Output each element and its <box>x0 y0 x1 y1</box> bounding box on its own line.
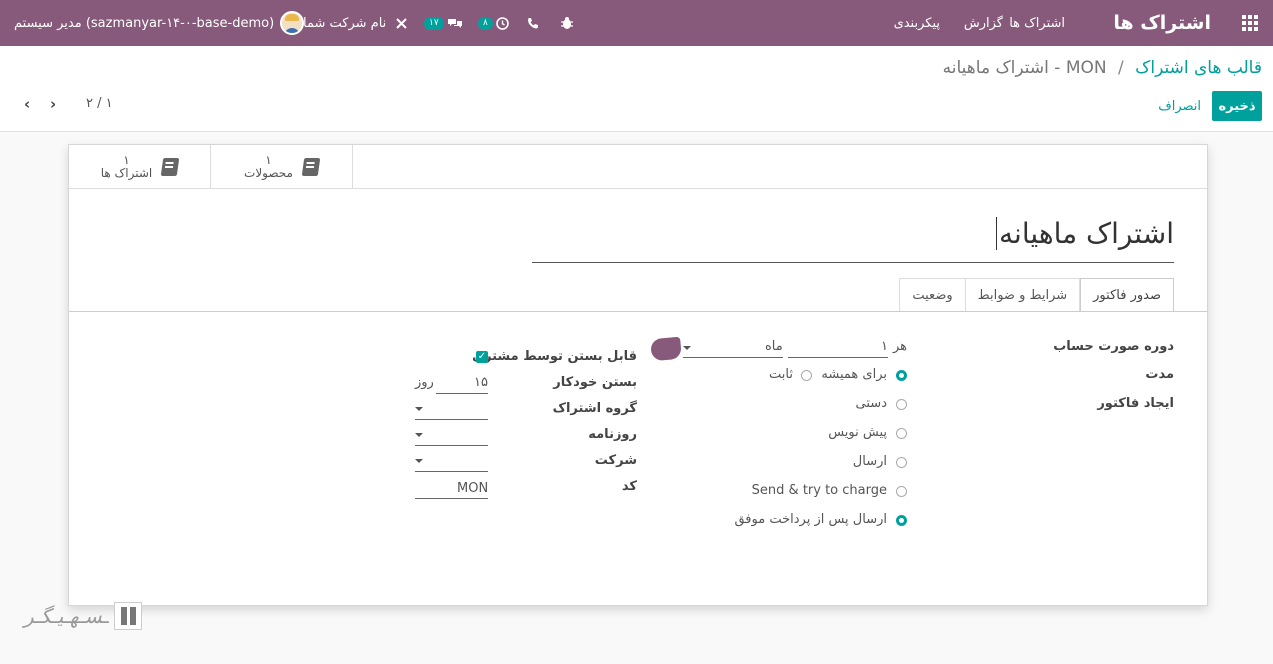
book-icon <box>160 157 180 176</box>
journal-select[interactable] <box>415 445 488 446</box>
period-unit[interactable]: ماه <box>765 339 783 354</box>
chevron-down-icon <box>683 346 691 350</box>
tools-icon[interactable] <box>395 0 408 46</box>
pager-next-icon[interactable]: › <box>50 95 57 113</box>
avatar <box>280 11 305 35</box>
auto-close-field[interactable] <box>436 393 488 394</box>
invoice-charge-radio[interactable] <box>896 486 907 497</box>
period-unit-select[interactable] <box>683 357 783 358</box>
stat-text: ۱ محصولات <box>244 152 293 180</box>
period-value[interactable]: ۱ <box>881 339 888 354</box>
label-duration: مدت <box>1145 367 1174 382</box>
invoice-send-label: ارسال <box>852 454 887 469</box>
page-title[interactable]: اشتراک ماهیانه <box>996 217 1174 250</box>
messages-chat-icon[interactable]: ۱۷ <box>424 0 463 46</box>
stat-button-box: ۱ اشتراک ها ۱ محصولات <box>69 145 1207 189</box>
chevron-down-icon <box>415 459 423 463</box>
label-journal: روزنامه <box>588 427 637 442</box>
stat-text: ۱ اشتراک ها <box>100 152 153 180</box>
breadcrumb: قالب های اشتراک / MON - اشتراک ماهیانه <box>943 58 1262 78</box>
code-value[interactable]: MON <box>457 481 489 496</box>
invoice-manual-radio[interactable] <box>896 399 907 410</box>
menu-subscriptions[interactable]: اشتراک ها <box>1009 15 1065 31</box>
company-select[interactable] <box>415 471 488 472</box>
company-switcher[interactable]: نام شرکت شما <box>303 15 387 31</box>
top-navbar: اشتراک ها اشتراک ها گزارش پیکربندی ۸ ۱۷ … <box>0 0 1273 46</box>
breadcrumb-separator: / <box>1118 58 1124 78</box>
subscription-group-select[interactable] <box>415 419 488 420</box>
user-menu[interactable]: مدیر سیستم (sazmanyar-۱۴-۰-base-demo) <box>14 0 305 46</box>
debug-bug-icon[interactable] <box>560 0 574 46</box>
closable-checkbox[interactable]: ✓ <box>476 351 488 363</box>
tab-terms[interactable]: شرایط و ضوابط <box>964 278 1081 311</box>
cursor-blob-icon <box>650 336 682 362</box>
duration-fixed-label: ثابت <box>769 367 793 382</box>
products-stat-button[interactable]: ۱ محصولات <box>211 145 353 188</box>
menu-reporting[interactable]: گزارش <box>963 15 1003 31</box>
label-subscription-group: گروه اشتراک <box>552 401 637 416</box>
invoice-draft-radio[interactable] <box>896 428 907 439</box>
label-create-invoice: ایجاد فاکتور <box>1097 396 1174 411</box>
code-field[interactable] <box>415 498 488 499</box>
save-button[interactable]: ذخیره <box>1212 91 1262 121</box>
label-auto-close: بستن خودکار <box>553 375 637 390</box>
invoice-manual-label: دستی <box>855 396 887 411</box>
label-closable: قابل بستن توسط مشتری <box>472 349 637 364</box>
invoice-after-payment-radio[interactable] <box>896 515 907 526</box>
tab-status[interactable]: وضعیت <box>899 278 966 311</box>
subscriptions-stat-button[interactable]: ۱ اشتراک ها <box>69 145 211 188</box>
invoice-charge-label: Send & try to charge <box>751 483 887 498</box>
activities-clock-icon[interactable]: ۸ <box>478 0 509 46</box>
label-code: کد <box>621 479 637 494</box>
duration-fixed-radio[interactable] <box>801 370 812 381</box>
messages-badge: ۱۷ <box>424 16 444 30</box>
invoice-after-payment-label: ارسال پس از پرداخت موفق <box>734 512 887 527</box>
watermark-text: ـسـهـیـگـر <box>24 604 109 628</box>
label-billing-period: دوره صورت حساب <box>1053 339 1174 354</box>
form-sheet: ۱ اشتراک ها ۱ محصولات اشتراک ماهیانه صدو… <box>68 144 1208 606</box>
period-prefix: هر <box>892 339 907 354</box>
chevron-down-icon <box>415 433 423 437</box>
discard-button[interactable]: انصراف <box>1158 98 1201 114</box>
stat-label: اشتراک ها <box>100 165 153 180</box>
invoice-send-radio[interactable] <box>896 457 907 468</box>
pager-value[interactable]: ۲ / ۱ <box>86 96 113 111</box>
phone-icon[interactable] <box>527 0 539 46</box>
control-panel: قالب های اشتراک / MON - اشتراک ماهیانه ذ… <box>0 46 1273 132</box>
menu-configuration[interactable]: پیکربندی <box>893 15 940 31</box>
chevron-down-icon <box>415 407 423 411</box>
invoice-draft-label: پیش نویس <box>828 425 887 440</box>
activities-badge: ۸ <box>478 16 493 30</box>
breadcrumb-current: MON - اشتراک ماهیانه <box>942 58 1107 78</box>
pager-previous-icon[interactable]: ‹ <box>24 95 31 113</box>
duration-forever-label: برای همیشه <box>821 367 887 382</box>
user-name: مدیر سیستم (sazmanyar-۱۴-۰-base-demo) <box>14 15 275 31</box>
label-company: شرکت <box>594 453 637 468</box>
stat-label: محصولات <box>244 165 293 180</box>
tab-invoicing[interactable]: صدور فاکتور <box>1080 278 1174 312</box>
tabs-divider <box>69 311 1207 312</box>
app-brand[interactable]: اشتراک ها <box>1113 12 1211 34</box>
duration-forever-radio[interactable] <box>896 370 907 381</box>
notebook-tabs: صدور فاکتور شرایط و ضوابط وضعیت <box>899 278 1174 312</box>
breadcrumb-parent[interactable]: قالب های اشتراک <box>1135 58 1262 78</box>
stat-count: ۱ <box>265 152 272 167</box>
brand-logo-icon <box>114 602 143 630</box>
stat-count: ۱ <box>123 152 130 167</box>
auto-close-unit: روز <box>415 375 434 390</box>
auto-close-value[interactable]: ۱۵ <box>474 375 488 390</box>
title-field[interactable]: اشتراک ماهیانه <box>532 213 1174 263</box>
apps-menu-icon[interactable] <box>1239 0 1261 46</box>
book-icon <box>301 157 321 176</box>
period-value-field[interactable] <box>788 357 888 358</box>
watermark-logo: ـسـهـیـگـر <box>24 596 143 636</box>
